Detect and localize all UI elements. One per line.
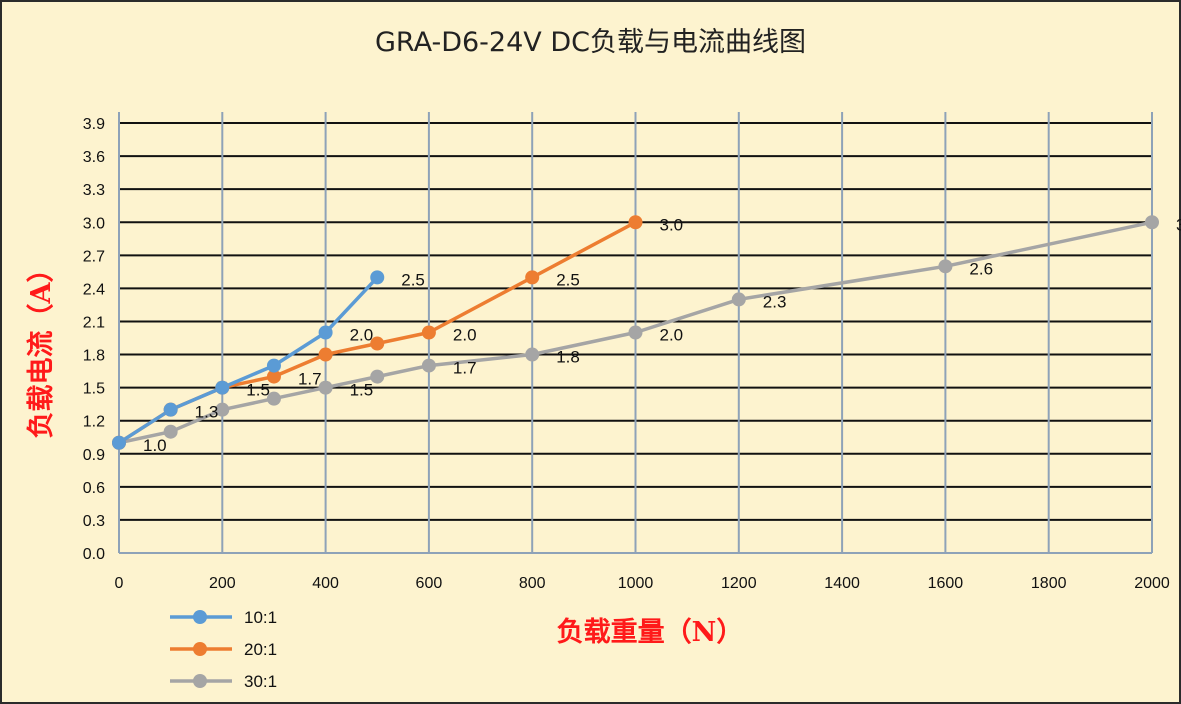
legend-label: 30:1 [244, 672, 277, 691]
x-tick-label: 800 [519, 575, 546, 592]
x-axis-ticks: 0 200 400 600 800 1000 1200 1400 1600 1800 2000 [115, 575, 1170, 592]
y-tick-label: 1.8 [83, 348, 105, 365]
data-point [318, 380, 333, 395]
data-point [318, 325, 333, 340]
legend-label: 10:1 [244, 608, 277, 627]
x-axis-title: 负载重量（N） [557, 617, 744, 648]
data-point [370, 270, 385, 285]
data-label: 3.0 [1176, 215, 1181, 234]
x-tick-label: 2000 [1134, 575, 1170, 592]
y-axis-ticks: 0.0 0.3 0.6 0.9 1.2 1.5 1.8 2.1 2.4 2.7 3.0 3.3 3.6 3… [83, 116, 105, 563]
y-tick-label: 2.7 [83, 248, 105, 265]
data-label: 2.0 [350, 326, 374, 345]
y-tick-label: 1.2 [83, 414, 105, 431]
x-tick-label: 1800 [1031, 575, 1067, 592]
data-point [112, 435, 126, 450]
data-point [421, 358, 436, 373]
y-tick-label: 2.4 [83, 281, 105, 298]
data-point [525, 270, 540, 285]
y-tick-label: 0.6 [83, 480, 105, 497]
data-label: 1.8 [556, 348, 580, 367]
y-tick-label: 3.9 [83, 116, 105, 133]
data-label: 2.6 [969, 259, 993, 278]
y-tick-label: 0.0 [83, 546, 105, 563]
data-point [215, 380, 230, 395]
data-label: 1.0 [143, 436, 167, 455]
legend: 10:1 20:1 30:1 [170, 608, 277, 691]
data-point [266, 391, 281, 406]
x-tick-label: 1400 [824, 575, 860, 592]
data-point [938, 259, 953, 274]
data-label: 2.5 [401, 270, 425, 289]
legend-label: 20:1 [244, 640, 277, 659]
data-label: 2.0 [453, 326, 477, 345]
series-points [112, 215, 1159, 450]
x-tick-label: 0 [115, 575, 124, 592]
data-label: 2.0 [660, 326, 684, 345]
data-label: 1.5 [350, 381, 374, 400]
data-label: 1.3 [195, 403, 219, 422]
x-tick-label: 1200 [721, 575, 757, 592]
data-point [163, 424, 178, 439]
x-tick-label: 600 [416, 575, 443, 592]
y-tick-label: 3.0 [83, 215, 105, 232]
data-label: 2.3 [763, 292, 787, 311]
data-point [628, 215, 643, 230]
y-tick-label: 1.5 [83, 381, 105, 398]
data-point [731, 292, 746, 307]
data-point [318, 347, 333, 362]
data-point [370, 369, 385, 384]
y-axis-title: 负载电流（A） [26, 256, 57, 439]
legend-marker [193, 642, 207, 656]
x-tick-label: 400 [312, 575, 339, 592]
y-tick-label: 3.6 [83, 149, 105, 166]
data-point [266, 369, 281, 384]
series-line-30-1 [118, 220, 1153, 445]
data-label: 1.5 [246, 381, 270, 400]
x-tick-label: 1000 [618, 575, 654, 592]
data-label: 1.7 [298, 370, 322, 389]
legend-marker [193, 610, 207, 624]
data-point [421, 325, 436, 340]
data-label: 3.0 [660, 215, 684, 234]
chart-title: GRA-D6-24V DC负载与电流曲线图 [375, 27, 806, 58]
x-tick-label: 200 [209, 575, 236, 592]
data-point [370, 336, 385, 351]
data-label: 1.7 [453, 359, 477, 378]
data-point [628, 325, 643, 340]
y-tick-label: 0.9 [83, 447, 105, 464]
data-point [163, 402, 178, 417]
data-point [1145, 215, 1159, 230]
series-line-10-1 [118, 276, 379, 445]
data-point [266, 358, 281, 373]
data-labels: 1.5 2.0 2.5 1.3 1.7 2.0 2.5 3.0 1.0 1.5 1.7 1.8 2.0 2… [143, 215, 1181, 455]
legend-marker [193, 674, 207, 688]
y-tick-label: 0.3 [83, 513, 105, 530]
y-tick-label: 2.1 [83, 314, 105, 331]
x-tick-label: 1600 [928, 575, 964, 592]
data-label: 2.5 [556, 270, 580, 289]
y-tick-label: 3.3 [83, 182, 105, 199]
data-point [525, 347, 540, 362]
data-point [215, 402, 230, 417]
